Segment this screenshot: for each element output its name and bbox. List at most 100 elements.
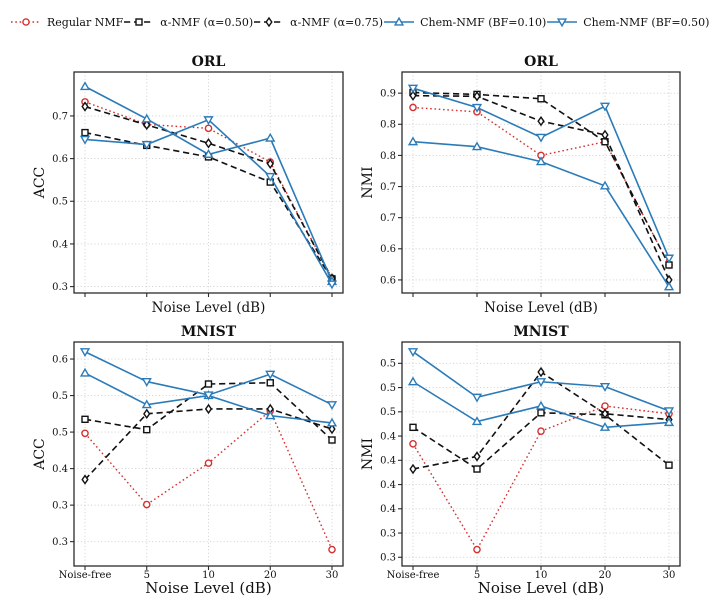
triangle-down-marker [265,172,276,182]
y-tick-label: 0.7 [380,182,396,193]
triangle-down-marker [407,84,419,94]
diamond-marker [601,129,609,141]
triangle-up-legend-swatch-icon [384,16,415,26]
series-circle [409,103,673,269]
series-line [84,381,333,441]
legend-item-2: α-NMF (α=0.50) [123,16,253,28]
square-marker [409,423,417,432]
triangle-down-marker [663,254,675,264]
series-triangle-down [79,348,338,411]
triangle-down-marker [557,18,568,28]
square-marker [81,128,89,137]
legend-item-4: Chem-NMF (BF=0.10) [383,16,546,28]
triangle-down-marker [535,378,547,388]
triangle-up-marker [407,376,419,386]
triangle-down-marker [203,116,214,126]
square-marker [537,409,545,417]
x-tick-label: 20 [599,570,612,581]
y-tick-label: 0.4 [380,480,396,491]
triangle-down-marker [326,280,338,290]
triangle-down-legend-swatch-icon [547,18,578,28]
x-tick-label: 10 [202,570,215,581]
triangle-up-marker [599,180,611,190]
diamond-marker [473,451,481,462]
y-tick-label: 0.3 [380,553,396,564]
y-tick-label: 0.6 [52,154,68,165]
y-axis-label: NMI [360,438,376,470]
legend-item-5: Chem-NMF (BF=0.50) [546,16,709,28]
subplot-mnist-nmi: 0.5 0.5 0.5 0.4 0.4 0.4 0.4 0.3 0.3 Noise-free 5 10… [360,324,681,597]
series-square [81,379,336,444]
legend-label: Chem-NMF (BF=0.50) [583,15,710,29]
x-tick-label: Noise-free [59,570,112,581]
circle-marker [204,459,213,467]
y-tick-label: 0.5 [380,359,396,370]
diamond-marker [537,115,545,127]
series-line [84,409,333,550]
triangle-up-marker [471,416,483,426]
diamond-legend-swatch-icon [254,16,285,28]
triangle-up-marker [79,367,91,377]
y-tick-label: 0.5 [380,407,396,418]
y-tick-label: 0.5 [52,427,68,438]
diamond-marker [537,366,545,378]
triangle-up-marker [535,400,547,410]
y-tick-label: 0.3 [52,282,68,293]
y-tick-label: 0.7 [380,213,396,224]
triangle-up-marker [663,281,675,291]
x-axis-label: Noise Level (dB) [145,579,271,597]
circle-marker [142,500,151,509]
x-tick-label: 5 [144,570,150,581]
y-tick-label: 0.4 [380,504,396,515]
series-diamond [409,90,673,286]
y-tick-label: 0.8 [380,151,396,162]
y-tick-label: 0.3 [380,528,396,539]
square-marker [266,379,274,387]
x-tick-label: 30 [326,570,339,581]
series-triangle-down [407,348,675,417]
triangle-up-marker [407,136,419,146]
diamond-marker [81,474,89,485]
y-tick-label: 0.3 [52,537,68,548]
x-axis-label: Noise Level (dB) [152,300,266,316]
legend-label: α-NMF (α=0.50) [160,15,254,29]
y-tick-label: 0.6 [380,244,396,255]
triangle-down-marker [535,133,547,143]
gridlines [402,72,680,293]
square-marker [473,465,481,473]
y-tick-label: 0.8 [380,120,396,131]
triangle-up-marker [471,141,483,151]
triangle-down-marker [265,370,276,380]
diamond-marker [328,423,336,435]
series-circle [81,98,336,282]
triangle-down-marker [79,135,91,145]
y-axis-label: ACC [32,167,48,200]
subplot-title: MNIST [513,324,569,340]
triangle-down-marker [471,393,483,403]
y-tick-label: 0.7 [52,111,68,122]
diamond-marker [204,403,213,415]
triangle-up-marker [393,16,405,26]
y-tick-label: 0.5 [380,383,396,394]
triangle-down-marker [599,102,611,112]
legend-item-1: Regular NMF [10,16,123,28]
triangle-up-marker [79,81,91,91]
y-tick-label: 0.5 [52,391,68,402]
subplot-mnist-acc: 0.6 0.5 0.5 0.4 0.3 0.3 Noise-free 5 10 20 30 MNIST… [32,324,344,597]
diamond-marker [143,119,151,131]
y-axis-label: NMI [360,166,376,198]
diamond-marker [204,138,213,149]
diamond-marker [81,101,89,112]
circle-marker [537,427,545,436]
triangle-down-marker [141,140,152,150]
circle-marker [22,18,30,26]
circle-marker [81,429,89,438]
triangle-up-marker [535,156,547,166]
gridlines [402,342,680,566]
square-marker [328,436,336,444]
triangle-down-marker [203,391,214,401]
subplot-title: ORL [524,54,558,70]
square-marker [135,18,143,26]
triangle-up-marker [265,410,276,420]
